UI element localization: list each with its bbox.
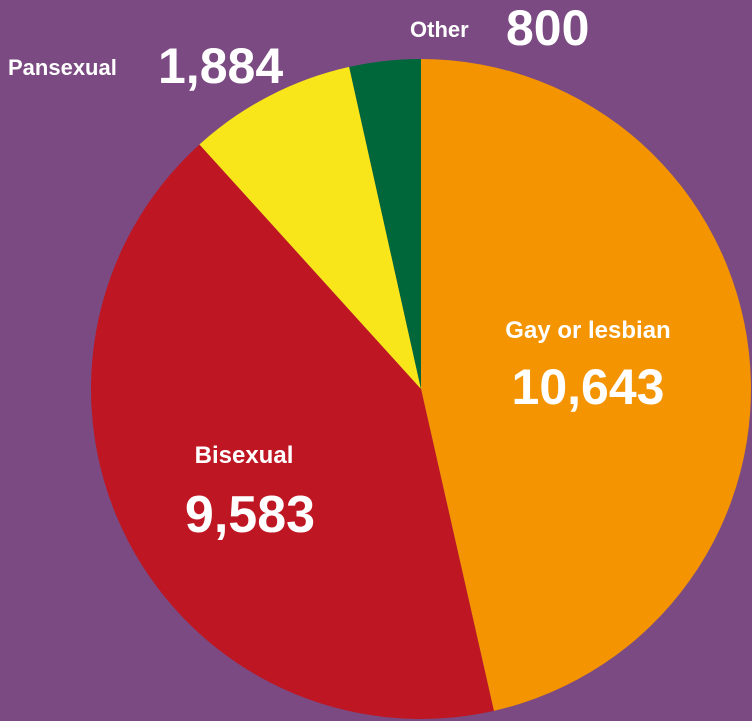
slice-value-bisexual: 9,583 [185, 486, 315, 544]
slice-label-gay-or-lesbian: Gay or lesbian [505, 317, 670, 344]
pie-slice-bisexual [91, 144, 494, 719]
pie-slice-pansexual [199, 66, 421, 389]
pie-slice-gay-or-lesbian [421, 59, 751, 711]
slice-value-pansexual: 1,884 [158, 38, 283, 94]
slice-label-pansexual: Pansexual [8, 55, 117, 80]
pie-slice-other [349, 59, 421, 389]
slice-label-bisexual: Bisexual [195, 442, 294, 469]
slice-value-other: 800 [506, 0, 589, 56]
pie-slices [91, 59, 751, 719]
slice-value-gay-or-lesbian: 10,643 [512, 359, 665, 415]
slice-label-other: Other [410, 17, 469, 42]
